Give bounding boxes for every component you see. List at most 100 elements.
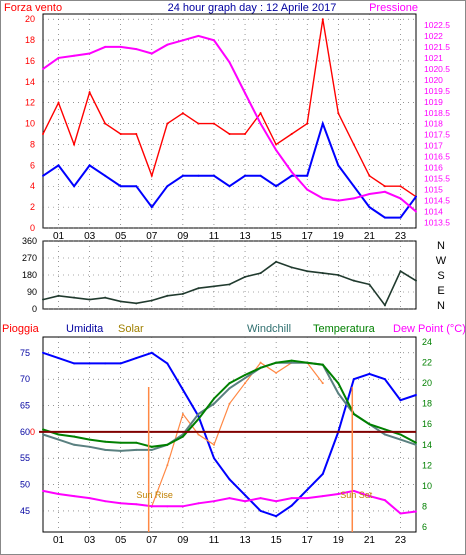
temperature-tick: 20 [422, 378, 432, 388]
compass-letter: N [437, 300, 445, 312]
temp-humidity-series-humidity [42, 351, 417, 518]
temperature-tick: 16 [422, 419, 432, 429]
wind-direction-tick: 360 [22, 236, 37, 246]
temp-humidity-x-tick: 21 [364, 535, 376, 546]
dewpoint-label: Dew Point (°C) [393, 323, 466, 335]
wind-pressure-x-tick: 03 [84, 231, 96, 242]
pressure-tick: 1021 [424, 53, 443, 63]
wind-pressure-series-average [42, 120, 417, 219]
temp-humidity-series-temperature [42, 359, 417, 448]
humidity-tick: 65 [20, 401, 30, 411]
pressure-tick: 1015 [424, 185, 443, 195]
humidity-tick: 70 [20, 374, 30, 384]
sunrise-label: Sun Rise [136, 490, 173, 500]
temp-humidity-x-tick: 13 [239, 535, 251, 546]
wind-direction-tick: 270 [22, 253, 37, 263]
wind-direction-series [42, 260, 417, 307]
temp-humidity-panel: 45 50 55 60 65 70 75 0 6 8 10 12 14 16 18 20 22 24 01 03 0… [20, 336, 432, 546]
compass-letter: S [437, 270, 444, 282]
pressure-tick: 1020.5 [424, 64, 450, 74]
wind-speed-tick: 0 [30, 223, 35, 233]
temp-humidity-x-tick: 17 [302, 535, 314, 546]
temperature-tick: 6 [422, 522, 427, 532]
pressure-tick: 1016.5 [424, 152, 450, 162]
wind-speed-label: Forza vento [4, 2, 62, 14]
temp-humidity-plot-area [42, 336, 417, 533]
wind-speed-tick: 8 [30, 139, 35, 149]
wind-pressure-x-tick: 15 [271, 231, 283, 242]
temp-humidity-x-tick: 11 [209, 535, 220, 546]
wind-speed-tick: 18 [25, 35, 35, 45]
wind-speed-tick: 6 [30, 160, 35, 170]
wind-pressure-x-tick: 17 [302, 231, 314, 242]
temp-humidity-x-tick: 23 [395, 535, 407, 546]
rain-zero-tick: 0 [30, 427, 35, 437]
wind-speed-tick: 12 [25, 98, 35, 108]
compass-letter: W [436, 255, 447, 267]
pressure-tick: 1017 [424, 141, 443, 151]
wind-pressure-x-tick: 19 [333, 231, 345, 242]
wind-pressure-series-pressure [42, 34, 417, 213]
wind-pressure-x-tick: 09 [177, 231, 189, 242]
compass-letter: N [437, 240, 445, 252]
pressure-tick: 1022.5 [424, 20, 450, 30]
pressure-tick: 1016 [424, 163, 443, 173]
wind-speed-tick: 16 [25, 56, 35, 66]
chart-title: 24 hour graph day : 12 Aprile 2017 [168, 2, 337, 14]
temp-humidity-x-tick: 03 [84, 535, 96, 546]
wind-speed-tick: 14 [25, 77, 35, 87]
humidity-tick: 75 [20, 348, 30, 358]
pressure-tick: 1015.5 [424, 174, 450, 184]
temp-humidity-x-tick: 07 [146, 535, 158, 546]
temperature-tick: 10 [422, 481, 432, 491]
compass-letter: E [437, 285, 444, 297]
temperature-tick: 8 [422, 501, 427, 511]
pressure-tick: 1018.5 [424, 108, 450, 118]
wind-direction-tick: 90 [27, 287, 37, 297]
wind-pressure-x-tick: 01 [53, 231, 65, 242]
humidity-tick: 50 [20, 480, 30, 490]
temperature-tick: 24 [422, 337, 432, 347]
temperature-tick: 22 [422, 358, 432, 368]
temp-humidity-x-tick: 15 [271, 535, 283, 546]
wind-speed-tick: 2 [30, 202, 35, 212]
wind-pressure-x-tick: 21 [364, 231, 376, 242]
pressure-tick: 1014.5 [424, 196, 450, 206]
wind-speed-tick: 20 [25, 14, 35, 24]
pressure-tick: 1018 [424, 119, 443, 129]
wind-direction-tick: 180 [22, 270, 37, 280]
temp-humidity-series-dewpoint [42, 489, 417, 515]
humidity-label: Umidita [66, 323, 104, 335]
wind-pressure-x-tick: 07 [146, 231, 158, 242]
temp-humidity-x-tick: 19 [333, 535, 345, 546]
wind-pressure-plot-area [42, 13, 417, 229]
wind-pressure-x-tick: 13 [239, 231, 251, 242]
wind-direction-tick: 0 [32, 304, 37, 314]
rain-label: Pioggia [2, 323, 40, 335]
solar-label: Solar [118, 323, 144, 335]
pressure-tick: 1017.5 [424, 130, 450, 140]
pressure-tick: 1020 [424, 75, 443, 85]
humidity-tick: 45 [20, 506, 30, 516]
pressure-tick: 1022 [424, 31, 443, 41]
pressure-tick: 1021.5 [424, 42, 450, 52]
temperature-tick: 14 [422, 440, 432, 450]
sunset-label: Sun Set [340, 490, 373, 500]
windchill-label: Windchill [247, 323, 291, 335]
temp-humidity-x-tick: 01 [53, 535, 65, 546]
temp-humidity-x-tick: 05 [115, 535, 127, 546]
temp-humidity-x-tick: 09 [177, 535, 189, 546]
humidity-tick: 60 [20, 427, 30, 437]
wind-pressure-series-gust [42, 19, 417, 198]
pressure-tick: 1019.5 [424, 86, 450, 96]
temperature-tick: 12 [422, 460, 432, 470]
wind-speed-tick: 4 [30, 181, 35, 191]
pressure-tick: 1014 [424, 207, 443, 217]
pressure-label: Pressione [369, 2, 418, 14]
pressure-tick: 1013.5 [424, 218, 450, 228]
temperature-tick: 18 [422, 399, 432, 409]
temperature-label: Temperatura [313, 323, 376, 335]
